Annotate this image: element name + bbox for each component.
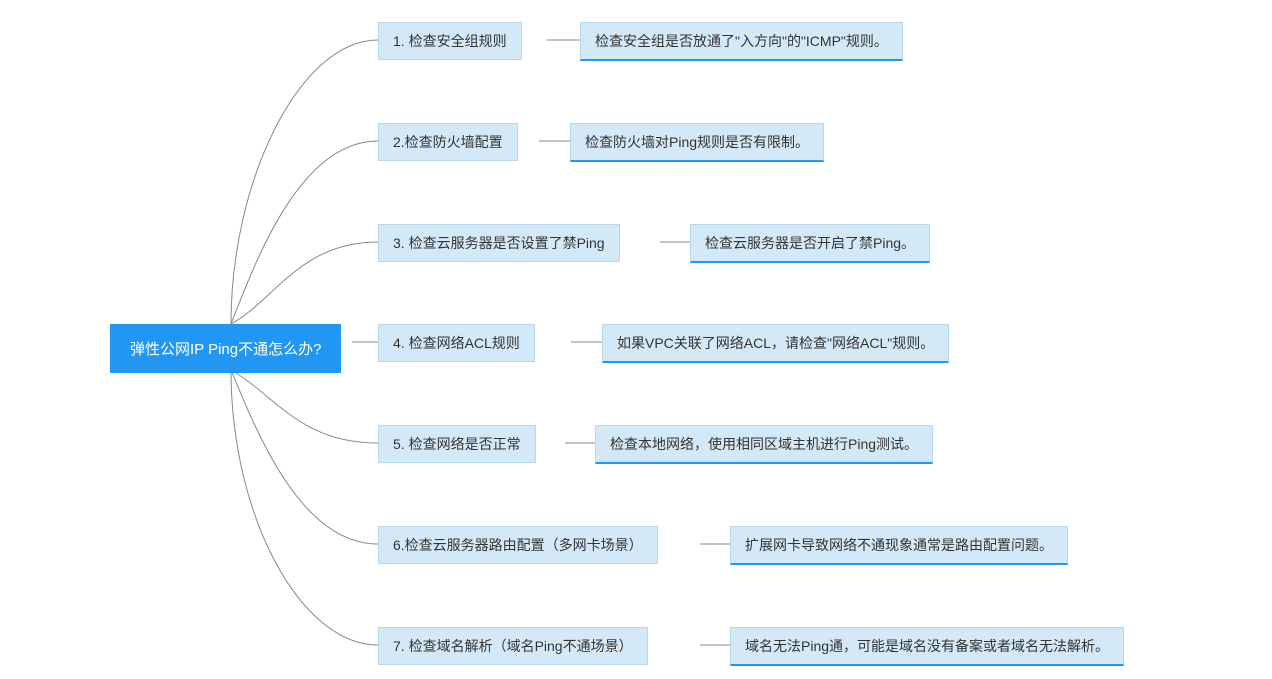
branch-1-detail: 检查安全组是否放通了"入方向"的"ICMP"规则。 [580, 22, 903, 61]
branch-1: 1. 检查安全组规则 [378, 22, 522, 60]
branch-7: 7. 检查域名解析（域名Ping不通场景） [378, 627, 648, 665]
branch-3: 3. 检查云服务器是否设置了禁Ping [378, 224, 620, 262]
branch-4: 4. 检查网络ACL规则 [378, 324, 535, 362]
branch-2-detail: 检查防火墙对Ping规则是否有限制。 [570, 123, 824, 162]
branch-5-detail: 检查本地网络，使用相同区域主机进行Ping测试。 [595, 425, 933, 464]
branch-4-detail: 如果VPC关联了网络ACL，请检查"网络ACL"规则。 [602, 324, 949, 363]
branch-7-detail: 域名无法Ping通，可能是域名没有备案或者域名无法解析。 [730, 627, 1124, 666]
root-node: 弹性公网IP Ping不通怎么办? [110, 324, 341, 373]
branch-6: 6.检查云服务器路由配置（多网卡场景） [378, 526, 658, 564]
branch-5: 5. 检查网络是否正常 [378, 425, 536, 463]
branch-3-detail: 检查云服务器是否开启了禁Ping。 [690, 224, 930, 263]
branch-6-detail: 扩展网卡导致网络不通现象通常是路由配置问题。 [730, 526, 1068, 565]
branch-2: 2.检查防火墙配置 [378, 123, 518, 161]
